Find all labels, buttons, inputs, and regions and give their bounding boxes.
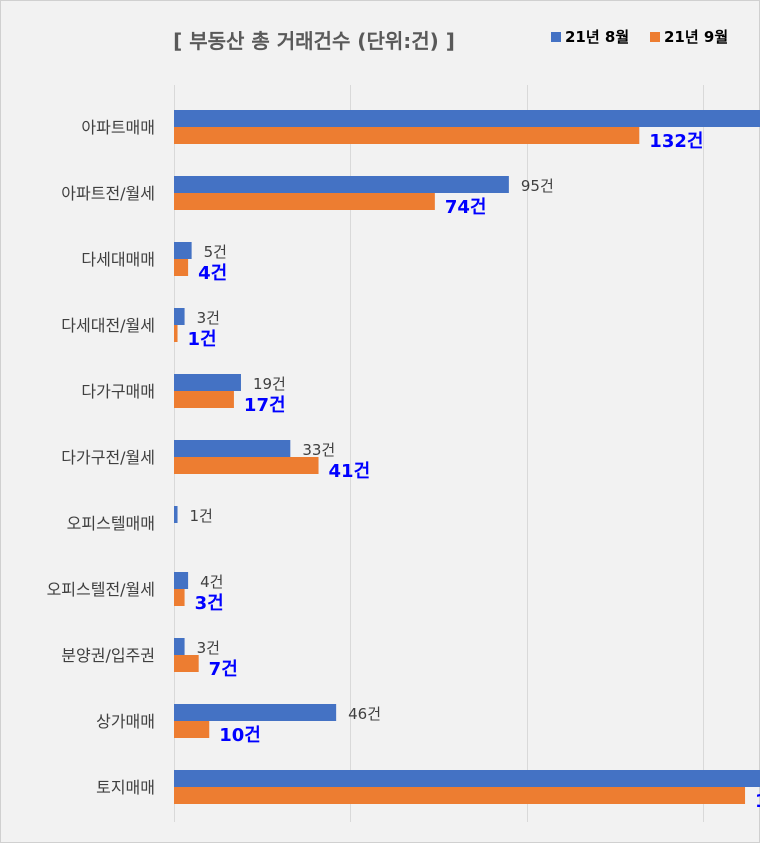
legend-label-21-08: 21년 8월 xyxy=(565,28,629,46)
category-label: 분양권/입주권 xyxy=(61,646,155,665)
legend-swatch-21-08 xyxy=(551,32,561,42)
bar-21-08 xyxy=(174,308,185,325)
bar-21-08 xyxy=(174,374,241,391)
bars xyxy=(174,110,760,804)
value-label-21-08: 1건 xyxy=(190,507,213,525)
bar-21-09 xyxy=(174,589,185,606)
value-label-21-08: 5건 xyxy=(204,243,227,261)
bar-21-09 xyxy=(174,259,189,276)
category-label: 다세대전/월세 xyxy=(61,316,155,335)
bar-21-09 xyxy=(174,787,746,804)
value-label-21-08: 46건 xyxy=(348,705,381,723)
value-label-21-09: 132건 xyxy=(649,131,703,152)
category-label: 오피스텔매매 xyxy=(67,514,155,533)
value-label-21-09: 41건 xyxy=(329,461,371,482)
category-label: 아파트전/월세 xyxy=(61,184,155,203)
bar-21-08 xyxy=(174,638,185,655)
legend: 21년 8월 21년 9월 xyxy=(551,28,728,46)
bar-21-09 xyxy=(174,325,178,342)
value-label-21-08: 3건 xyxy=(197,639,220,657)
value-label-21-09: 10건 xyxy=(219,725,261,746)
value-label-21-08: 4건 xyxy=(200,573,223,591)
bar-21-09 xyxy=(174,193,435,210)
value-label-21-09: 17건 xyxy=(244,395,286,416)
bar-21-09 xyxy=(174,655,199,672)
bar-21-08 xyxy=(174,176,509,193)
value-label-21-08: 33건 xyxy=(302,441,335,459)
value-label-21-08: 95건 xyxy=(521,177,554,195)
value-labels: 178건132건95건74건5건4건3건1건19건17건33건41건1건4건3건… xyxy=(188,131,760,812)
value-label-21-09: 74건 xyxy=(445,197,487,218)
category-label: 다가구전/월세 xyxy=(61,448,155,467)
value-label-21-09: 4건 xyxy=(198,263,227,284)
value-label-21-08: 19건 xyxy=(253,375,286,393)
category-label: 상가매매 xyxy=(96,712,155,731)
category-labels: 아파트매매아파트전/월세다세대매매다세대전/월세다가구매매다가구전/월세오피스텔… xyxy=(47,118,155,797)
legend-label-21-09: 21년 9월 xyxy=(664,28,728,46)
bar-21-08 xyxy=(174,440,291,457)
value-label-21-09: 7건 xyxy=(209,659,238,680)
bar-21-08 xyxy=(174,572,189,589)
bar-21-09 xyxy=(174,457,319,474)
bar-21-08 xyxy=(174,770,760,787)
value-label-21-09: 3건 xyxy=(195,593,224,614)
bar-21-09 xyxy=(174,721,210,738)
bar-21-08 xyxy=(174,242,192,259)
bar-21-09 xyxy=(174,127,640,144)
category-label: 오피스텔전/월세 xyxy=(47,580,155,599)
category-label: 토지매매 xyxy=(96,778,155,797)
category-label: 다가구매매 xyxy=(81,382,155,401)
value-label-21-09: 162건 xyxy=(755,791,760,812)
value-label-21-08: 3건 xyxy=(197,309,220,327)
category-label: 아파트매매 xyxy=(81,118,155,137)
legend-swatch-21-09 xyxy=(650,32,660,42)
bar-21-08 xyxy=(174,506,178,523)
value-label-21-09: 1건 xyxy=(188,329,217,350)
bar-21-08 xyxy=(174,110,760,127)
bar-21-09 xyxy=(174,391,234,408)
category-label: 다세대매매 xyxy=(81,250,155,269)
bar-21-08 xyxy=(174,704,337,721)
chart-title: [ 부동산 총 거래건수 (단위:건) ] xyxy=(173,29,455,53)
